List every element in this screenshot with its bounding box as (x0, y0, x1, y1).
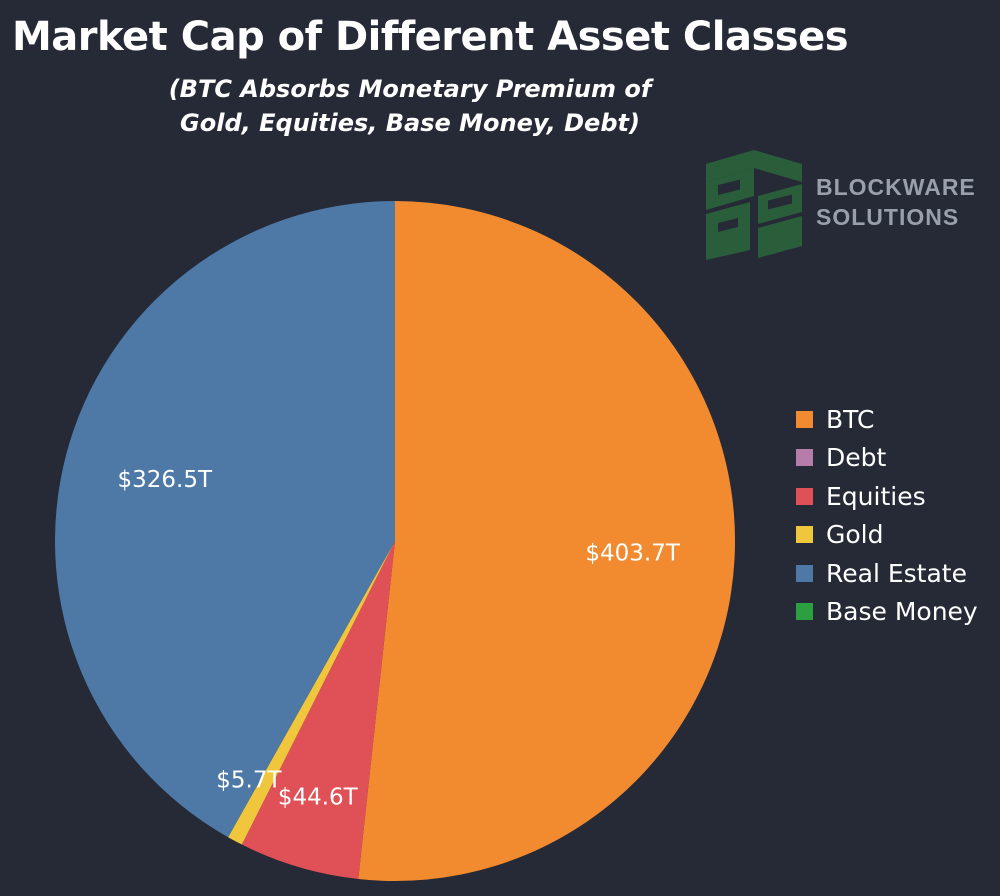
blockware-logo: BLOCKWARE SOLUTIONS (706, 150, 976, 260)
legend-label: BTC (826, 404, 875, 434)
legend-item-gold[interactable]: Gold (796, 516, 978, 555)
pie-slice-btc (358, 201, 735, 881)
logo-line-2: SOLUTIONS (816, 204, 960, 230)
legend-swatch (796, 526, 813, 544)
legend-label: Gold (826, 520, 884, 550)
chart-subtitle: (BTC Absorbs Monetary Premium of Gold, E… (140, 72, 680, 140)
legend-item-real-estate[interactable]: Real Estate (796, 554, 978, 593)
slice-label-btc: $403.7T (585, 540, 680, 566)
legend-swatch (796, 564, 813, 582)
legend-item-btc[interactable]: BTC (796, 400, 978, 439)
pie-slice-real-estate (55, 201, 395, 838)
logo-line-1: BLOCKWARE (816, 174, 976, 200)
pie-slice-gold (228, 541, 395, 845)
legend-swatch (796, 487, 813, 505)
chart-title: Market Cap of Different Asset Classes (12, 14, 849, 60)
logo-wordmark: BLOCKWARE SOLUTIONS (816, 172, 976, 232)
legend-label: Debt (826, 443, 887, 473)
legend-swatch (796, 449, 813, 467)
legend-label: Real Estate (826, 558, 967, 588)
legend-item-base-money[interactable]: Base Money (796, 593, 978, 632)
legend-label: Equities (826, 481, 926, 511)
legend-label: Base Money (826, 597, 978, 627)
subtitle-line-2: Gold, Equities, Base Money, Debt) (180, 109, 640, 137)
slice-label-real-estate: $326.5T (118, 467, 213, 493)
slice-label-equities: $44.6T (278, 784, 359, 810)
subtitle-line-1: (BTC Absorbs Monetary Premium of (168, 75, 652, 103)
legend-swatch (796, 410, 813, 428)
legend-swatch (796, 603, 813, 621)
chart-legend: BTC Debt Equities Gold Real Estate Base Money (796, 400, 978, 631)
blockware-logo-mark (706, 150, 802, 260)
legend-item-debt[interactable]: Debt (796, 439, 978, 478)
legend-item-equities[interactable]: Equities (796, 477, 978, 516)
pie-slice-equities (241, 541, 395, 880)
slice-label-gold: $5.7T (216, 767, 282, 793)
